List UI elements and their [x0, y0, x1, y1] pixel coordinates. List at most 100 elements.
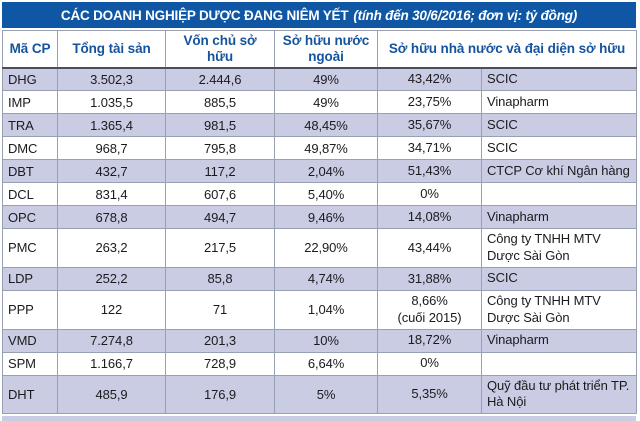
cell-code: PMC: [2, 228, 58, 268]
cell-code: VMD: [2, 328, 58, 353]
cell-state-ownership: 51,43%: [377, 159, 482, 183]
cell-state-ownership: 8,66% (cuối 2015): [377, 289, 482, 330]
cell-state-representative: Vinapharm: [480, 328, 638, 353]
table-row: TRA 1.365,4 981,5 48,45% 35,67% SCIC: [2, 113, 638, 137]
cell-code: SPM: [2, 351, 58, 376]
cell-foreign-ownership: 6,64%: [274, 351, 378, 376]
cell-total-assets: 1.166,7: [57, 351, 166, 376]
cell-state-ownership: 35,67%: [377, 113, 482, 137]
col-header-equity: Vốn chủ sở hữu: [165, 30, 275, 69]
table-row: PMC 263,2 217,5 22,90% 43,44% Công ty TNHH MT…: [2, 228, 638, 268]
cell-foreign-ownership: 49,87%: [274, 136, 378, 160]
table-row: DHT 485,9 176,9 5% 5,35% Quỹ đầu tư phát triể…: [2, 374, 638, 415]
col-header-total-assets: Tổng tài sản: [57, 30, 166, 69]
col-header-foreign-ownership: Sở hữu nước ngoài: [274, 30, 378, 69]
cell-foreign-ownership: 49%: [274, 90, 378, 114]
cell-state-ownership: 14,08%: [377, 205, 482, 229]
cell-code: DHG: [2, 67, 58, 91]
cell-equity: 117,2: [165, 159, 275, 183]
cell-total-assets: 263,2: [57, 228, 166, 268]
cell-state-representative: Quỹ đầu tư phát triển TP. Hà Nội: [480, 374, 638, 415]
cell-state-representative: SCIC: [480, 113, 638, 137]
cell-total-assets: 7.274,8: [57, 328, 166, 353]
table-row: PPP 122 71 1,04% 8,66% (cuối 2015) Công ty TN…: [2, 289, 638, 330]
cell-equity: 85,8: [165, 266, 275, 291]
header-row: Mã CP Tổng tài sản Vốn chủ sở hữu Sở hữu…: [2, 30, 638, 69]
cut-off-next-row: [2, 416, 636, 421]
cell-equity: 2.444,6: [165, 67, 275, 91]
cell-equity: 795,8: [165, 136, 275, 160]
table-body: DHG 3.502,3 2.444,6 49% 43,42% SCIC IMP 1.035,5…: [2, 67, 638, 415]
table-title-bar: CÁC DOANH NGHIỆP DƯỢC ĐANG NIÊM YẾT (tín…: [2, 2, 636, 28]
cell-code: DBT: [2, 159, 58, 183]
cell-equity: 981,5: [165, 113, 275, 137]
table-title: CÁC DOANH NGHIỆP DƯỢC ĐANG NIÊM YẾT: [60, 7, 349, 23]
cell-foreign-ownership: 22,90%: [274, 228, 378, 268]
cell-foreign-ownership: 4,74%: [274, 266, 378, 291]
table-row: IMP 1.035,5 885,5 49% 23,75% Vinapharm: [2, 90, 638, 114]
cell-total-assets: 485,9: [57, 374, 166, 415]
cell-state-representative: Công ty TNHH MTV Dược Sài Gòn: [480, 228, 638, 268]
cell-state-ownership: 18,72%: [377, 328, 482, 353]
cell-code: TRA: [2, 113, 58, 137]
pharma-companies-table: Mã CP Tổng tài sản Vốn chủ sở hữu Sở hữu…: [2, 30, 638, 415]
cell-state-representative: SCIC: [480, 136, 638, 160]
col-header-state-ownership: Sở hữu nhà nước và đại diện sở hữu: [376, 30, 638, 69]
cell-foreign-ownership: 5%: [274, 374, 378, 415]
cell-code: OPC: [2, 205, 58, 229]
cell-equity: 885,5: [165, 90, 275, 114]
cell-foreign-ownership: 1,04%: [274, 289, 378, 330]
table-row: SPM 1.166,7 728,9 6,64% 0%: [2, 351, 638, 376]
cell-state-representative: Vinapharm: [480, 205, 638, 229]
cell-state-ownership: 34,71%: [377, 136, 482, 160]
cell-state-ownership: 43,42%: [377, 67, 482, 91]
cell-state-representative: Công ty TNHH MTV Dược Sài Gòn: [480, 289, 638, 330]
cell-state-representative: Vinapharm: [480, 90, 638, 114]
cell-foreign-ownership: 48,45%: [274, 113, 378, 137]
cell-state-ownership: 31,88%: [377, 266, 482, 291]
cell-state-ownership: 5,35%: [377, 374, 482, 415]
table-row: OPC 678,8 494,7 9,46% 14,08% Vinapharm: [2, 205, 638, 229]
cell-code: DCL: [2, 182, 58, 206]
table-title-note: (tính đến 30/6/2016; đơn vị: tỷ đồng): [353, 7, 578, 23]
cell-foreign-ownership: 9,46%: [274, 205, 378, 229]
col-header-code: Mã CP: [2, 30, 58, 69]
table-row: DHG 3.502,3 2.444,6 49% 43,42% SCIC: [2, 67, 638, 91]
cell-total-assets: 122: [57, 289, 166, 330]
cell-state-ownership: 0%: [377, 351, 482, 376]
cell-state-ownership: 0%: [377, 182, 482, 206]
cell-total-assets: 1.035,5: [57, 90, 166, 114]
cell-foreign-ownership: 5,40%: [274, 182, 378, 206]
cell-code: LDP: [2, 266, 58, 291]
cell-total-assets: 1.365,4: [57, 113, 166, 137]
cell-total-assets: 831,4: [57, 182, 166, 206]
cell-total-assets: 432,7: [57, 159, 166, 183]
cell-state-ownership: 43,44%: [377, 228, 482, 268]
cell-total-assets: 968,7: [57, 136, 166, 160]
cell-foreign-ownership: 49%: [274, 67, 378, 91]
cell-foreign-ownership: 10%: [274, 328, 378, 353]
cell-code: IMP: [2, 90, 58, 114]
cell-equity: 71: [165, 289, 275, 330]
cell-total-assets: 678,8: [57, 205, 166, 229]
cell-code: DMC: [2, 136, 58, 160]
cell-state-representative: SCIC: [480, 266, 638, 291]
cell-equity: 176,9: [165, 374, 275, 415]
cell-code: DHT: [2, 374, 58, 415]
cell-state-representative: [480, 351, 638, 376]
table-row: VMD 7.274,8 201,3 10% 18,72% Vinapharm: [2, 328, 638, 353]
cell-total-assets: 3.502,3: [57, 67, 166, 91]
table-row: DBT 432,7 117,2 2,04% 51,43% CTCP Cơ khí Ngân…: [2, 159, 638, 183]
cell-state-representative: [480, 182, 638, 206]
cell-code: PPP: [2, 289, 58, 330]
table-row: LDP 252,2 85,8 4,74% 31,88% SCIC: [2, 266, 638, 291]
cell-equity: 217,5: [165, 228, 275, 268]
cell-state-representative: CTCP Cơ khí Ngân hàng: [480, 159, 638, 183]
cell-foreign-ownership: 2,04%: [274, 159, 378, 183]
cell-state-ownership: 23,75%: [377, 90, 482, 114]
cell-total-assets: 252,2: [57, 266, 166, 291]
cell-equity: 201,3: [165, 328, 275, 353]
cell-equity: 494,7: [165, 205, 275, 229]
table-row: DMC 968,7 795,8 49,87% 34,71% SCIC: [2, 136, 638, 160]
